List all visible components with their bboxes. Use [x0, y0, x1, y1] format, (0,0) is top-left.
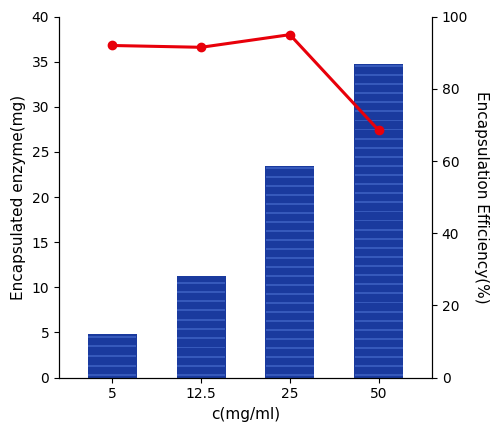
Bar — [176, 276, 226, 378]
Bar — [354, 174, 403, 176]
Bar — [354, 220, 403, 222]
Bar — [266, 167, 314, 169]
Bar — [266, 275, 314, 277]
Bar — [177, 375, 225, 376]
Bar — [354, 302, 403, 304]
Bar — [177, 356, 225, 358]
Bar — [354, 64, 403, 378]
Bar — [354, 229, 403, 231]
Bar — [354, 347, 403, 349]
Bar — [354, 165, 403, 167]
Bar — [354, 74, 403, 76]
Bar — [266, 284, 314, 286]
Bar — [354, 210, 403, 212]
Bar — [354, 83, 403, 85]
Bar — [266, 347, 314, 349]
Bar — [354, 92, 403, 94]
Bar — [354, 238, 403, 240]
Bar — [88, 336, 136, 338]
Bar — [266, 257, 314, 259]
Bar — [266, 203, 314, 205]
Bar — [266, 338, 314, 340]
Bar — [88, 346, 136, 347]
Bar — [266, 176, 314, 178]
Bar — [88, 365, 136, 367]
X-axis label: c(mg/ml): c(mg/ml) — [211, 407, 280, 422]
Bar — [354, 110, 403, 112]
Bar — [266, 293, 314, 295]
Bar — [354, 365, 403, 367]
Bar — [354, 283, 403, 285]
Bar — [354, 256, 403, 258]
Bar — [266, 239, 314, 241]
Bar — [354, 293, 403, 294]
Bar — [354, 156, 403, 158]
Bar — [177, 300, 225, 302]
Bar — [177, 281, 225, 284]
Bar — [266, 194, 314, 196]
Bar — [88, 355, 136, 357]
Bar — [266, 230, 314, 232]
Bar — [88, 374, 136, 376]
Bar — [266, 185, 314, 187]
Bar — [354, 338, 403, 340]
Bar — [177, 328, 225, 330]
Bar — [177, 291, 225, 293]
Bar — [354, 129, 403, 130]
Bar — [354, 247, 403, 249]
Bar — [354, 201, 403, 203]
Bar — [354, 265, 403, 267]
Bar — [354, 120, 403, 121]
Bar — [266, 365, 314, 367]
Bar — [266, 266, 314, 268]
Bar — [266, 330, 314, 331]
Y-axis label: Encapsulation Efficiency(%): Encapsulation Efficiency(%) — [474, 91, 489, 304]
Bar — [354, 101, 403, 103]
Bar — [177, 365, 225, 367]
Bar — [266, 221, 314, 223]
Bar — [266, 212, 314, 214]
Bar — [266, 320, 314, 322]
Bar — [177, 310, 225, 311]
Bar — [266, 375, 314, 376]
Bar — [177, 346, 225, 349]
Bar — [88, 334, 136, 378]
Bar — [354, 375, 403, 376]
Y-axis label: Encapsulated enzyme(mg): Encapsulated enzyme(mg) — [11, 94, 26, 300]
Bar — [354, 320, 403, 322]
Bar — [354, 311, 403, 313]
Bar — [177, 337, 225, 339]
Bar — [177, 319, 225, 320]
Bar — [354, 329, 403, 331]
Bar — [354, 147, 403, 149]
Bar — [266, 356, 314, 358]
Bar — [266, 311, 314, 313]
Bar — [354, 183, 403, 185]
Bar — [266, 165, 314, 378]
Bar — [354, 356, 403, 358]
Bar — [266, 302, 314, 304]
Bar — [354, 138, 403, 139]
Bar — [354, 192, 403, 194]
Bar — [354, 65, 403, 67]
Bar — [266, 248, 314, 250]
Bar — [354, 274, 403, 276]
